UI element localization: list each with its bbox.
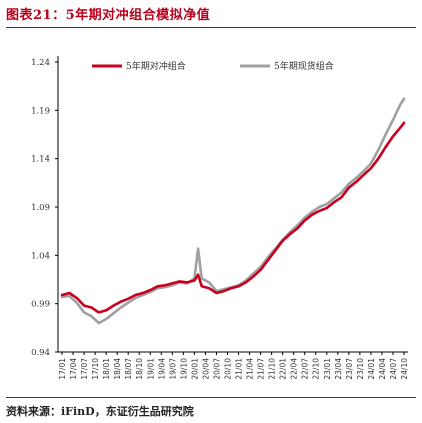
x-tick-label: 22/04 <box>290 358 299 380</box>
x-tick-label: 20/01 <box>190 358 199 380</box>
x-tick-label: 24/04 <box>378 358 387 380</box>
y-tick-label: 0.99 <box>31 300 50 310</box>
x-tick-label: 24/07 <box>389 358 398 380</box>
y-tick-label: 1.19 <box>31 106 50 116</box>
x-axis-ticks: 17/01 17/04 17/07 17/10 18/01 18/04 18/07 18/10… <box>58 352 409 380</box>
chart-axes <box>57 56 408 353</box>
line-chart: 1.241.191.141.091.040.990.94 17/01 17/04 1… <box>31 56 409 380</box>
x-tick-label: 24/10 <box>400 358 409 380</box>
y-tick-label: 1.14 <box>31 155 50 165</box>
x-tick-label: 17/01 <box>58 358 67 380</box>
chart-title: 图表21：5年期对冲组合模拟净值 <box>6 8 211 23</box>
x-tick-label: 23/07 <box>345 358 354 380</box>
x-tick-label: 22/07 <box>301 358 310 380</box>
x-tick-label: 22/01 <box>279 358 288 380</box>
title-divider <box>6 27 416 28</box>
y-tick-label: 1.09 <box>31 203 50 213</box>
x-tick-label: 21/04 <box>246 358 255 380</box>
x-tick-label: 20/07 <box>212 358 221 380</box>
source-divider <box>6 397 416 398</box>
y-tick-label: 1.04 <box>31 251 50 261</box>
y-tick-label: 1.24 <box>31 58 50 68</box>
series-line-hedge <box>60 121 406 314</box>
y-tick-label: 0.94 <box>31 348 50 358</box>
x-tick-label: 19/07 <box>168 358 177 380</box>
x-tick-label: 18/07 <box>124 358 133 380</box>
chart-legend: 5年期对冲组合 5年期现货组合 <box>92 60 334 72</box>
x-tick-label: 22/10 <box>312 358 321 380</box>
x-tick-label: 21/07 <box>257 358 266 380</box>
x-tick-label: 18/01 <box>102 358 111 380</box>
x-tick-label: 23/04 <box>334 358 343 380</box>
x-tick-label: 19/10 <box>179 358 188 380</box>
legend-label: 5年期对冲组合 <box>126 60 186 72</box>
chart-series <box>60 97 406 325</box>
x-tick-label: 24/01 <box>367 358 376 380</box>
series-line-spot <box>60 97 406 325</box>
x-tick-label: 18/04 <box>113 358 122 380</box>
source-note: 资料来源：iFinD，东证衍生品研究院 <box>6 405 194 418</box>
x-tick-label: 17/10 <box>91 358 100 380</box>
x-tick-label: 17/07 <box>80 358 89 380</box>
x-tick-label: 19/01 <box>146 358 155 380</box>
x-tick-label: 23/01 <box>323 358 332 380</box>
x-tick-label: 20/10 <box>223 358 232 380</box>
legend-label: 5年期现货组合 <box>274 60 334 72</box>
x-tick-label: 23/10 <box>356 358 365 380</box>
x-tick-label: 21/01 <box>235 358 244 380</box>
x-tick-label: 17/04 <box>69 358 78 380</box>
y-axis-ticks: 1.24 1.19 1.14 1.09 1.04 0.99 0.94 <box>31 58 58 358</box>
x-tick-label: 21/10 <box>268 358 277 380</box>
x-tick-label: 18/10 <box>135 358 144 380</box>
x-tick-label: 20/04 <box>201 358 210 380</box>
x-tick-label: 19/04 <box>157 358 166 380</box>
